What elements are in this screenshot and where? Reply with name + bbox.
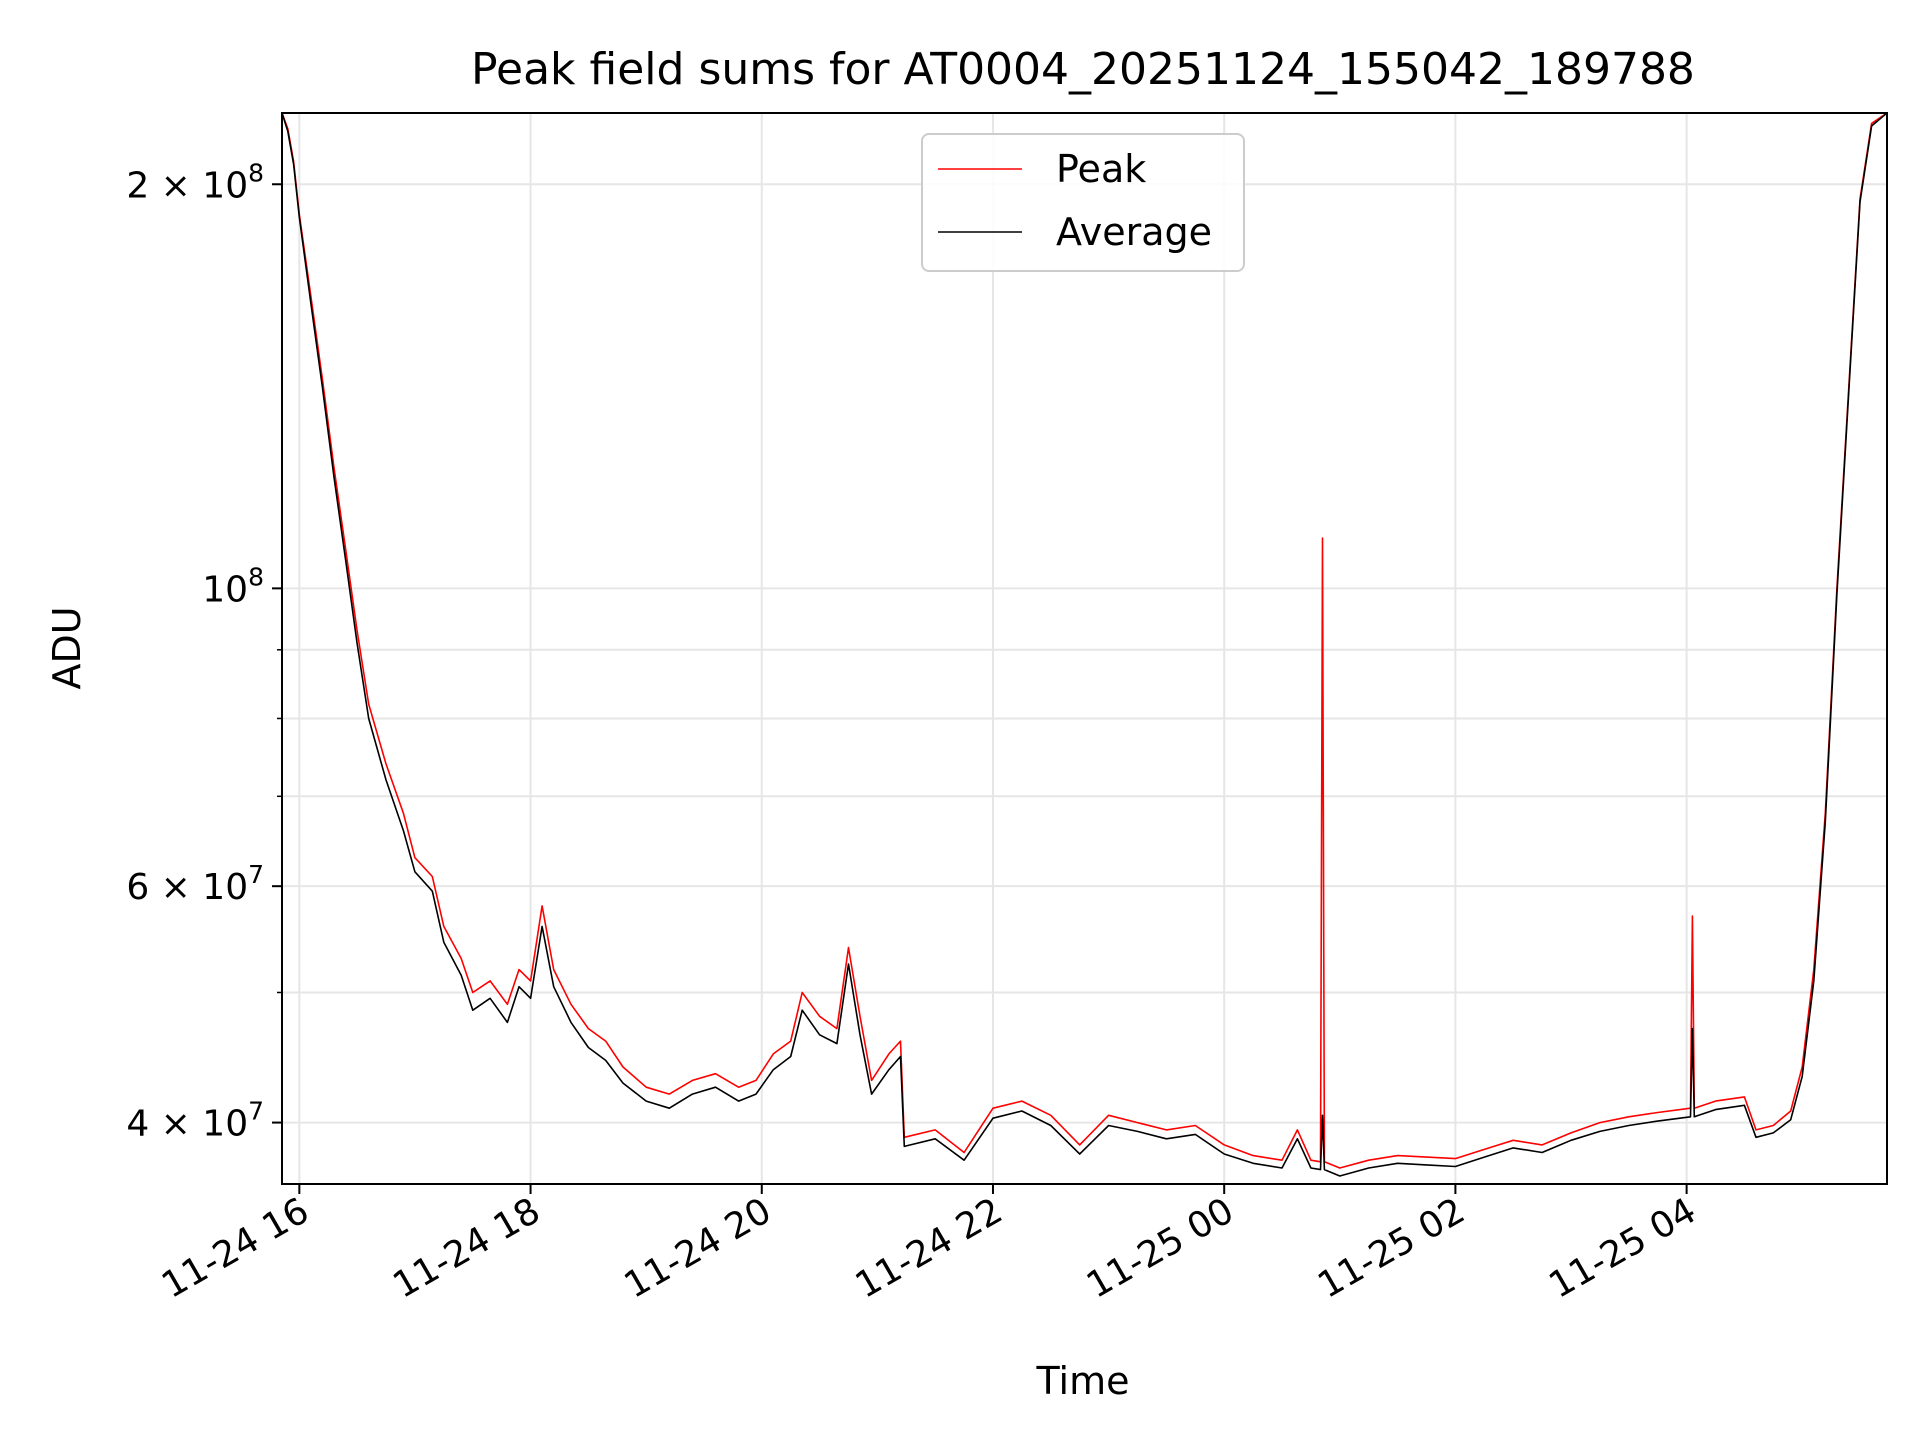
legend-label-average: Average (1056, 210, 1212, 254)
chart-title: Peak field sums for AT0004_20251124_1550… (471, 44, 1695, 95)
y-tick-label-base: 2 × 10 (126, 165, 248, 206)
y-tick-label: 6 × 107 (126, 860, 264, 908)
y-axis-label: ADU (45, 606, 89, 689)
y-tick-label-exponent: 7 (248, 860, 264, 889)
legend-label-peak: Peak (1056, 147, 1146, 191)
series-line-average (282, 113, 1887, 1177)
y-tick-label-exponent: 8 (248, 562, 264, 591)
x-axis-label: Time (1036, 1359, 1130, 1403)
y-tick-label-base: 6 × 10 (126, 867, 248, 908)
y-tick-label: 4 × 107 (126, 1097, 264, 1145)
series-lines (282, 113, 1887, 1177)
y-tick-label-base: 10 (202, 569, 248, 610)
plot-area-frame (281, 112, 1888, 1185)
y-tick-label-exponent: 7 (248, 1097, 264, 1126)
y-tick-label-exponent: 8 (248, 158, 264, 187)
y-tick-label: 108 (202, 562, 264, 610)
y-tick-label-base: 4 × 10 (126, 1104, 248, 1145)
legend: Peak Average (921, 133, 1245, 272)
y-tick-label: 2 × 108 (126, 158, 264, 206)
